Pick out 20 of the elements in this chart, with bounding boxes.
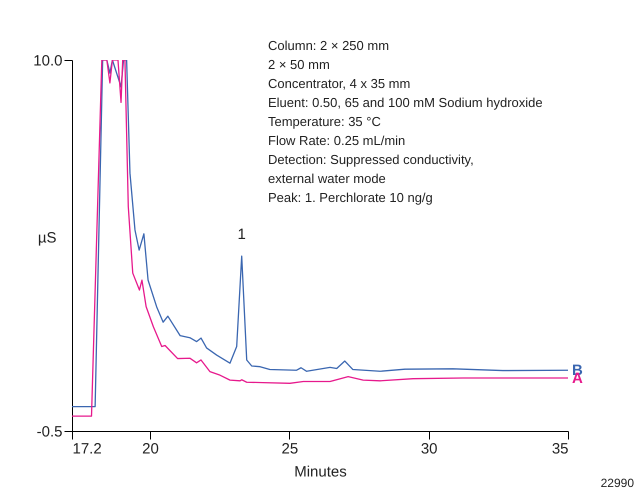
annotation: 2 × 50 mm	[268, 57, 330, 72]
annotation: 1	[238, 226, 246, 244]
annotation: Temperature: 35 °C	[268, 114, 381, 129]
x-tick-label: 20	[142, 440, 159, 458]
y-axis-title: µS	[38, 230, 56, 246]
annotation: Detection: Suppressed conductivity,	[268, 152, 474, 167]
annotation: external water mode	[268, 171, 386, 186]
annotation: Peak: 1. Perchlorate 10 ng/g	[268, 190, 433, 205]
text: Column: 2 × 250 mm	[268, 38, 390, 53]
x-axis-title: Minutes	[294, 464, 347, 480]
text: 22990	[600, 476, 634, 490]
x-tick-label: 35	[552, 440, 568, 458]
x-tick-label: 25	[282, 440, 298, 458]
x-tick-label: 17.2	[72, 440, 102, 458]
annotation: Eluent: 0.50, 65 and 100 mM Sodium hydroxide	[268, 95, 543, 110]
annotation: Flow Rate: 0.25 mL/min	[268, 133, 406, 148]
y-tick-label: -0.5	[36, 424, 62, 440]
x-tick-label: 30	[420, 440, 438, 458]
y-tick-label: 10.0	[33, 52, 62, 70]
annotation: Concentrator, 4 x 35 mm	[268, 76, 410, 91]
